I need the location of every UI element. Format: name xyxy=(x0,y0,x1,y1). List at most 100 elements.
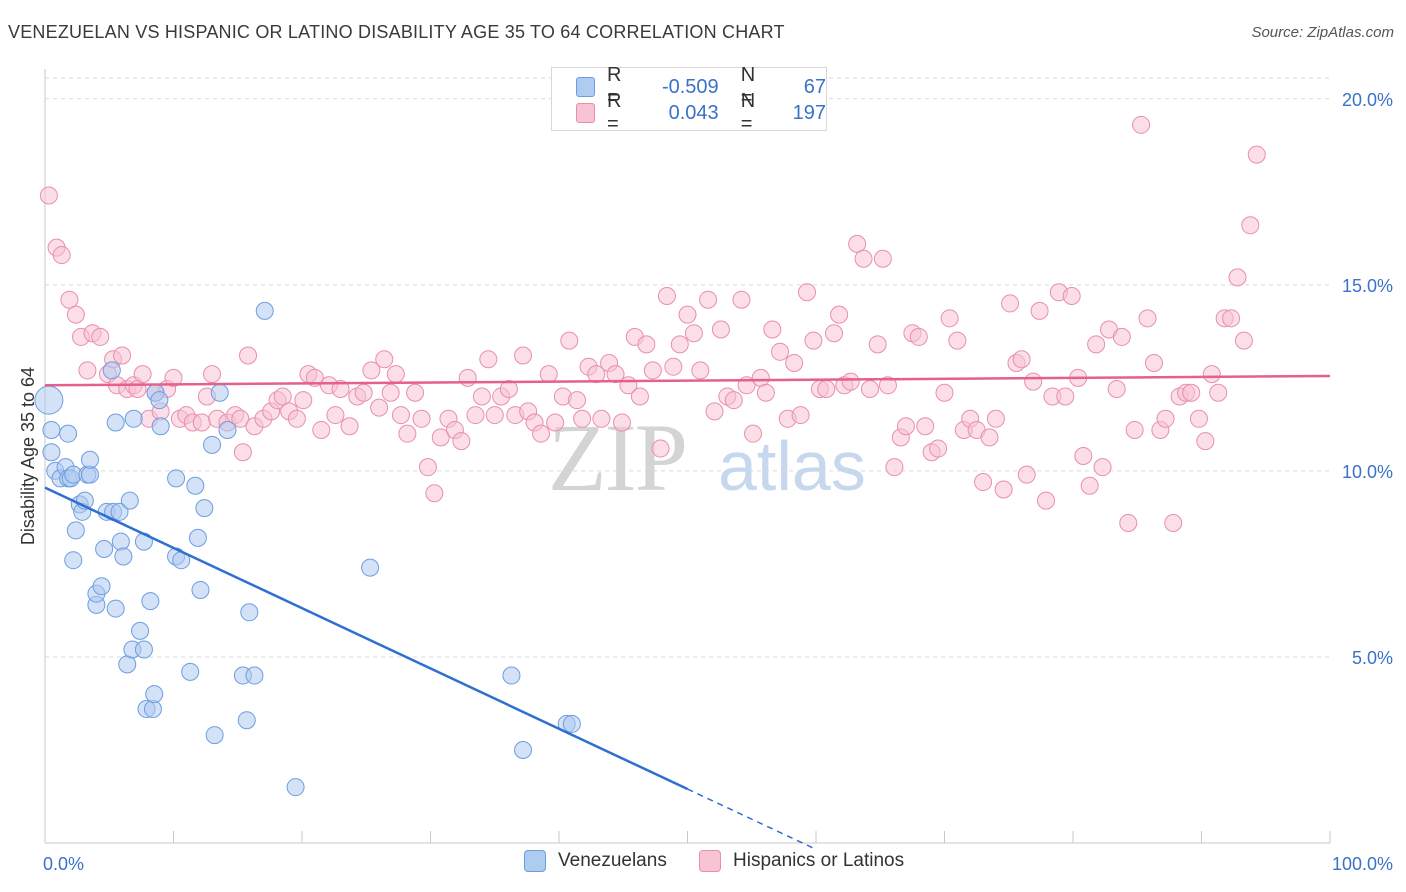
hispanics-point xyxy=(684,324,703,343)
venezuelans-point xyxy=(195,499,214,518)
hispanics-point xyxy=(896,417,915,436)
hispanics-point xyxy=(771,342,790,361)
hispanics-point xyxy=(830,305,849,324)
venezuelans-point xyxy=(92,577,111,596)
venezuelans-point xyxy=(80,450,99,469)
hispanics-point xyxy=(885,458,904,477)
series-legend-hispanics[interactable]: Hispanics or Latinos xyxy=(699,850,904,872)
hispanics-point xyxy=(326,406,345,425)
series-swatch-pink xyxy=(699,850,721,872)
hispanics-point xyxy=(472,387,491,406)
series-swatch-blue xyxy=(524,850,546,872)
hispanics-point xyxy=(1030,301,1049,320)
venezuelans-point xyxy=(167,469,186,488)
hispanics-point xyxy=(375,350,394,369)
correlation-legend: R = -0.509 N = 67 R = 0.043 N = 197 xyxy=(551,64,827,135)
hispanics-point xyxy=(1202,365,1221,384)
hispanics-point xyxy=(1182,383,1201,402)
x-tick-label-min: 0.0% xyxy=(43,854,84,874)
hispanics-point xyxy=(1074,447,1093,465)
hispanics-point xyxy=(1001,294,1020,313)
hispanics-point xyxy=(657,286,676,305)
legend-n-value: 197 xyxy=(792,101,826,124)
hispanics-point xyxy=(916,417,935,436)
venezuelans-point xyxy=(42,443,61,462)
legend-swatch-pink xyxy=(576,103,596,123)
hispanics-point xyxy=(1189,409,1208,428)
hispanics-point xyxy=(431,428,450,447)
venezuelans-point xyxy=(361,558,380,577)
hispanics-point xyxy=(732,290,751,309)
hispanics-point xyxy=(1080,476,1099,495)
venezuelans-point xyxy=(95,540,114,559)
hispanics-point xyxy=(678,305,697,324)
hispanics-point xyxy=(940,309,959,328)
hispanics-point xyxy=(514,346,533,365)
hispanics-point xyxy=(1156,409,1175,428)
venezuelans-point xyxy=(150,391,169,410)
hispanics-point xyxy=(848,234,867,253)
hispanics-point xyxy=(804,331,823,350)
y-tick-label: 20.0% xyxy=(1342,90,1393,110)
hispanics-point xyxy=(370,398,389,417)
hispanics-point xyxy=(164,368,183,387)
hispanics-point xyxy=(691,361,710,380)
y-axis-title: Disability Age 35 to 64 xyxy=(18,367,38,545)
venezuelans-point xyxy=(106,599,125,618)
venezuelans-point xyxy=(181,662,200,681)
hispanics-point xyxy=(1144,353,1163,372)
legend-r-value: -0.509 xyxy=(661,75,719,98)
series-legend-venezuelans[interactable]: Venezuelans xyxy=(524,850,667,872)
hispanics-point xyxy=(791,406,810,425)
venezuelans-point xyxy=(240,603,259,622)
venezuelans-points xyxy=(34,301,581,797)
hispanics-point xyxy=(239,346,258,365)
hispanics-point xyxy=(1107,380,1126,399)
hispanics-point xyxy=(466,406,485,425)
hispanics-point xyxy=(354,383,373,402)
legend-r-label: R = xyxy=(607,64,622,109)
hispanics-point xyxy=(560,331,579,350)
hispanics-point xyxy=(986,409,1005,428)
source-label: Source: ZipAtlas.com xyxy=(1251,24,1394,41)
hispanics-point xyxy=(91,327,110,346)
hispanics-point xyxy=(66,305,85,324)
hispanics-point xyxy=(1228,268,1247,287)
hispanics-point xyxy=(546,413,565,432)
hispanics-point xyxy=(52,246,71,265)
hispanics-point xyxy=(873,249,892,268)
hispanics-point xyxy=(651,439,670,458)
hispanics-trend-line xyxy=(44,374,1331,387)
hispanics-point xyxy=(980,428,999,447)
tick-labels: 5.0% 10.0% 15.0% 20.0% 0.0% 100.0% xyxy=(43,90,1393,874)
hispanics-point xyxy=(362,361,381,380)
hispanics-point xyxy=(1125,420,1144,439)
hispanics-point xyxy=(1241,216,1260,235)
venezuelans-trend-extension xyxy=(687,788,817,851)
hispanics-point xyxy=(381,383,400,402)
venezuelans-point xyxy=(34,385,64,415)
venezuelans-point xyxy=(141,592,160,611)
hispanics-point xyxy=(854,249,873,268)
legend-r-value: 0.043 xyxy=(668,101,719,124)
legend-n-label: N = xyxy=(740,90,756,135)
hispanics-point xyxy=(630,387,649,406)
trend-lines xyxy=(44,374,1331,851)
legend-r-label: R = xyxy=(607,90,622,135)
hispanics-point xyxy=(1056,387,1075,406)
venezuelans-point xyxy=(245,666,264,685)
hispanics-point xyxy=(670,335,689,354)
venezuelans-point xyxy=(111,532,130,551)
hispanics-point xyxy=(485,406,504,425)
hispanics-point xyxy=(386,365,405,384)
hispanics-point xyxy=(133,365,152,384)
venezuelans-point xyxy=(218,420,237,439)
hispanics-point xyxy=(398,424,417,443)
grid xyxy=(45,77,1330,658)
hispanics-point xyxy=(231,409,250,428)
hispanics-points xyxy=(39,115,1266,532)
hispanics-point xyxy=(1247,145,1266,164)
hispanics-point xyxy=(1132,115,1151,134)
venezuelans-point xyxy=(124,409,143,428)
